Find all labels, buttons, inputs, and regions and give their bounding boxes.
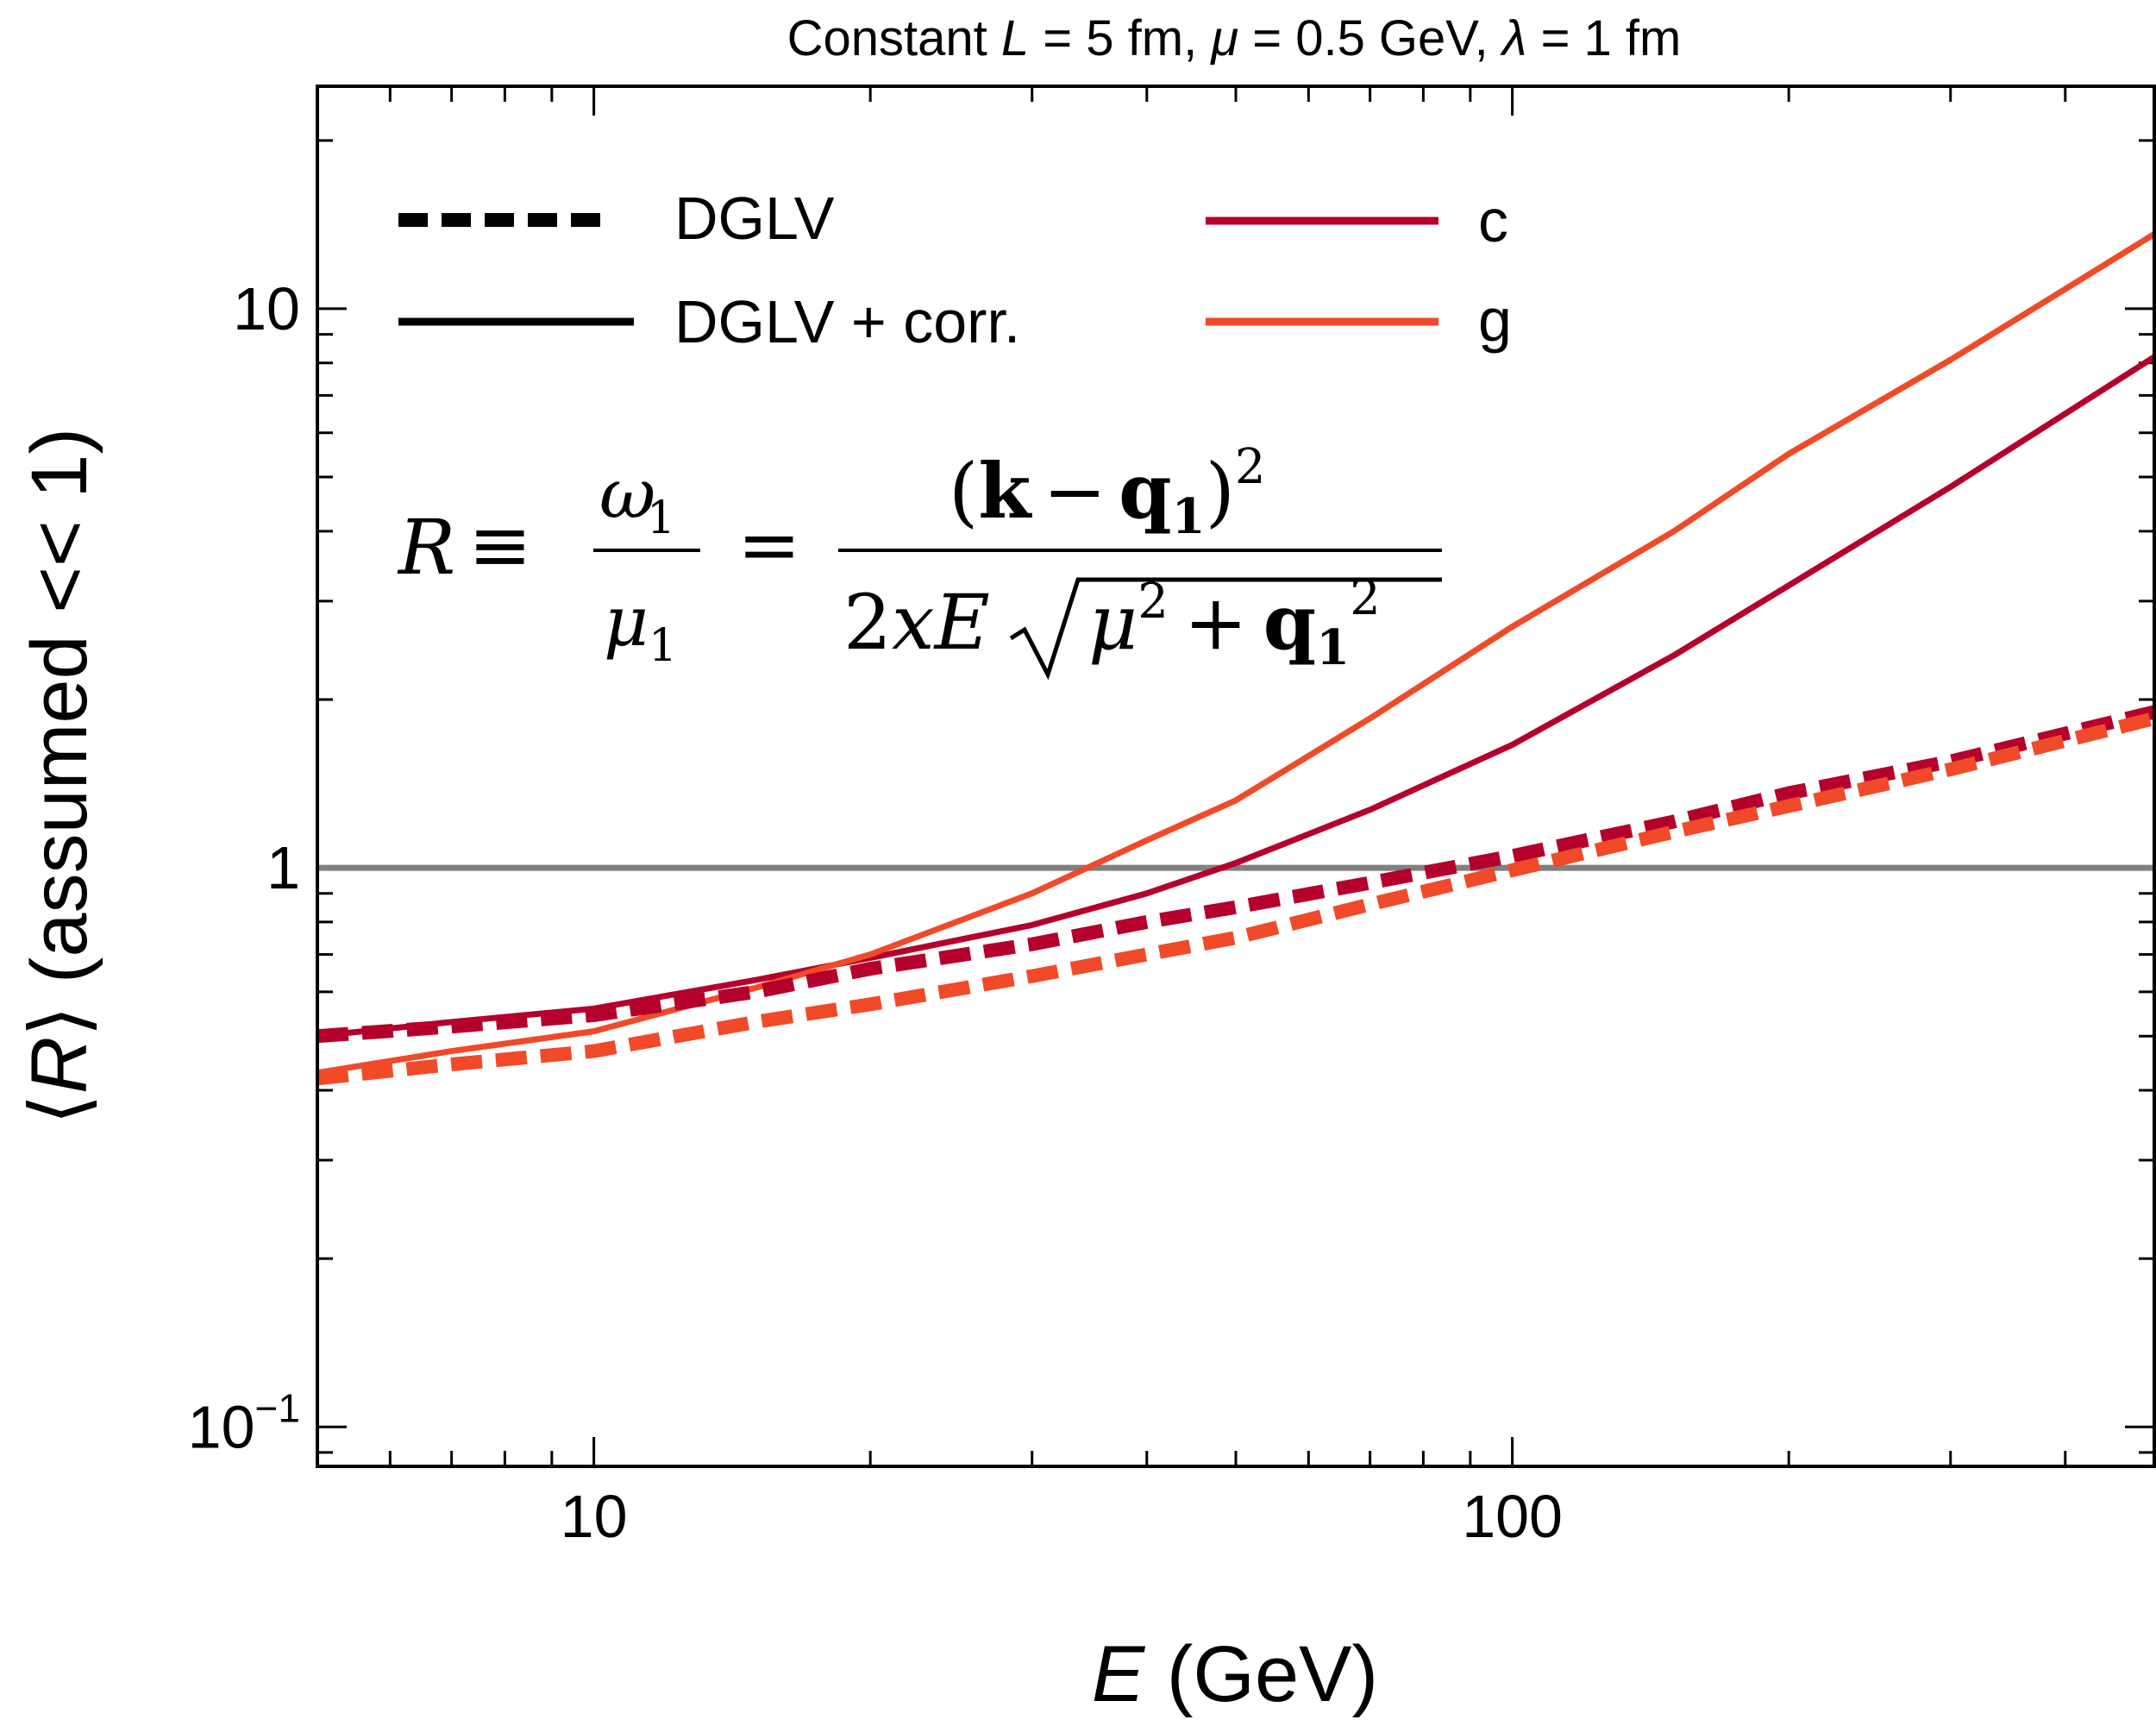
series-line-c-dglv-corr- bbox=[317, 354, 2154, 1039]
legend-label-dglv-corr: DGLV + corr. bbox=[674, 288, 1020, 355]
tick-labels: 10 100 10−1 1 10 bbox=[188, 275, 1563, 1550]
series-group bbox=[317, 231, 2154, 1086]
formula-sqrt-sign bbox=[1009, 577, 1442, 681]
y-tick-label: 10−1 bbox=[188, 1385, 300, 1460]
y-tick-label: 10 bbox=[233, 275, 300, 342]
formula-denominator-radicand: μ2 + q12 bbox=[1088, 570, 1381, 676]
formula-mu-sub: 1 bbox=[649, 620, 677, 672]
formula-omega: ω bbox=[599, 454, 655, 534]
formula-lhs: R bbox=[397, 503, 455, 592]
y-axis-label: ⟨R⟩ (assumed << 1) bbox=[16, 428, 103, 1125]
x-tick-label: 100 bbox=[1462, 1483, 1563, 1550]
formula-mu: μ bbox=[604, 581, 649, 662]
series-line-g-dglv-corr- bbox=[317, 231, 2154, 1076]
formula-denominator-lead: 2xE bbox=[843, 578, 990, 667]
chart-title: Constant L = 5 fm, μ = 0.5 GeV, λ = 1 fm bbox=[787, 10, 1682, 66]
x-tick-label: 10 bbox=[561, 1483, 628, 1550]
legend-label-c: c bbox=[1478, 187, 1508, 254]
formula-equals: = bbox=[737, 500, 801, 589]
formula-annotation: R ≡ ω 1 μ 1 = (k − q1)2 2xE μ2 + q12 bbox=[397, 439, 1442, 681]
legend-label-dglv: DGLV bbox=[674, 185, 835, 252]
formula-numerator: (k − q1)2 bbox=[949, 439, 1266, 545]
formula-equiv: ≡ bbox=[468, 500, 532, 589]
series-line-c-dglv bbox=[317, 705, 2154, 1044]
x-axis-label: E (GeV) bbox=[1092, 1630, 1378, 1718]
plot-frame bbox=[316, 85, 2156, 1468]
formula-omega-sub: 1 bbox=[647, 493, 675, 544]
legend-label-g: g bbox=[1478, 286, 1512, 354]
legend: DGLV DGLV + corr. c g bbox=[398, 185, 1512, 355]
y-tick-label: 1 bbox=[266, 834, 300, 901]
